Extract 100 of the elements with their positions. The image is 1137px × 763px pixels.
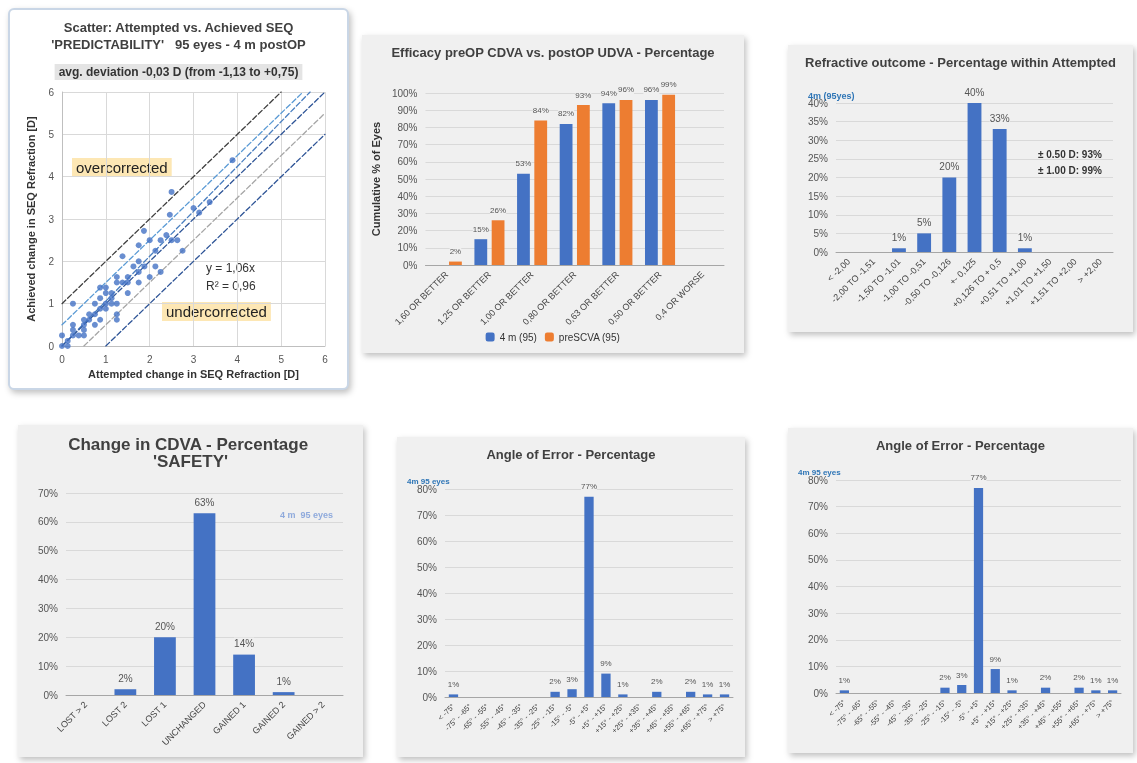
bar — [917, 233, 932, 252]
chart-title: Angle of Error - Percentage — [486, 447, 656, 462]
x-tick-label: 2 — [146, 353, 153, 365]
data-label: 2% — [549, 677, 561, 687]
data-label: 1% — [838, 675, 851, 685]
bar — [154, 637, 176, 695]
bar — [491, 220, 505, 265]
data-label: 20% — [154, 620, 176, 632]
bar — [601, 673, 611, 697]
bar — [719, 694, 730, 697]
data-label: 3% — [566, 674, 578, 684]
annotation: ± 0.50 D: 93% — [1038, 148, 1102, 160]
annotation: overcorrected — [76, 159, 168, 176]
bar — [1017, 248, 1032, 252]
y-tick-label: 6 — [48, 86, 55, 98]
x-tick-label: 3 — [190, 353, 197, 365]
bar — [892, 248, 906, 252]
y-tick-label: 35% — [807, 116, 829, 128]
bar — [1040, 687, 1051, 693]
bar — [618, 694, 628, 697]
y-tick-label: 0% — [403, 259, 418, 271]
bar — [474, 239, 488, 265]
data-label: 1% — [276, 675, 291, 687]
data-label: 1% — [1017, 231, 1033, 243]
data-label: 82% — [558, 109, 575, 119]
y-tick-label: 100% — [391, 87, 418, 99]
y-tick-label: 0% — [813, 687, 829, 699]
legend-label: preSCVA (95) — [558, 331, 620, 343]
bar — [685, 691, 696, 697]
data-label: 1% — [1006, 675, 1018, 685]
data-label: 1% — [1106, 675, 1119, 685]
y-tick-label: 70% — [807, 501, 829, 513]
y-tick-label: 10% — [807, 660, 829, 672]
data-label: 77% — [970, 473, 987, 483]
bar — [534, 120, 548, 265]
bar — [957, 685, 967, 693]
bar — [662, 94, 676, 265]
data-label: 2% — [1073, 673, 1085, 683]
data-label: 1% — [718, 679, 731, 689]
y-tick-label: 40% — [37, 574, 59, 586]
x-axis-title: Attempted change in SEQ Refraction [D] — [88, 368, 300, 381]
data-label: 40% — [964, 86, 985, 98]
y-tick-label: 10% — [416, 665, 438, 677]
data-label: 33% — [989, 112, 1010, 124]
data-label: 2% — [939, 673, 951, 683]
data-label: 1% — [1090, 675, 1102, 685]
y-tick-label: 0% — [422, 691, 438, 703]
text: avg. deviation -0,03 D (from -1,13 to +0,75) — [58, 65, 299, 79]
data-label: 94% — [600, 88, 617, 98]
bar — [967, 103, 982, 252]
chart-subtitle: 'PREDICTABILITY' 95 eyes - 4 m postOP — [51, 37, 307, 52]
text: 4m 95 eyes — [798, 467, 842, 477]
data-label: 2% — [1039, 673, 1052, 683]
y-tick-label: 10% — [37, 660, 59, 672]
bar — [517, 173, 530, 265]
data-label: 14% — [234, 638, 255, 650]
chart-title: Change in CDVA - Percentage 'SAFETY' — [68, 435, 313, 471]
y-tick-label: 60% — [37, 516, 59, 528]
y-tick-label: 0% — [43, 689, 59, 701]
y-tick-label: 30% — [807, 134, 829, 146]
y-tick-label: 40% — [416, 587, 438, 599]
data-label: 3% — [955, 670, 968, 680]
annotation: 4 m 95 eyes — [280, 509, 334, 520]
y-tick-label: 40% — [397, 190, 418, 202]
y-tick-label: 30% — [807, 607, 829, 619]
x-tick-label: 1 — [103, 353, 110, 365]
y-tick-label: 25% — [807, 153, 829, 165]
y-tick-label: 15% — [807, 190, 829, 202]
bar — [1007, 690, 1017, 693]
data-label: 20% — [939, 161, 960, 172]
y-tick-label: 20% — [807, 634, 829, 646]
data-label: 15% — [472, 224, 489, 234]
y-tick-label: 4 — [48, 171, 55, 183]
bar — [652, 691, 662, 697]
y-tick-label: 30% — [397, 207, 418, 219]
data-label: 99% — [660, 80, 677, 90]
y-tick-label: 30% — [416, 613, 438, 625]
data-label: 93% — [575, 90, 592, 100]
x-tick-label: 6 — [322, 353, 329, 365]
bar — [973, 487, 984, 693]
legend-label: 4 m (95) — [499, 331, 537, 343]
data-label: 2% — [449, 247, 462, 257]
chart-title: Refractive outcome - Percentage within Attempted — [805, 55, 1116, 70]
y-axis-title: Achieved change in SEQ Refraction [D] — [24, 115, 37, 322]
y-tick-label: 60% — [397, 156, 418, 168]
y-tick-label: 0% — [813, 246, 829, 258]
y-tick-label: 90% — [397, 104, 418, 116]
data-label: 1% — [617, 679, 629, 689]
y-tick-label: 70% — [37, 487, 59, 499]
y-tick-label: 50% — [397, 173, 418, 185]
data-label: 96% — [618, 85, 635, 95]
data-label: 2% — [650, 677, 663, 687]
bar — [645, 99, 658, 265]
data-label: 9% — [989, 654, 1002, 664]
y-tick-label: 20% — [416, 639, 438, 651]
y-tick-label: 3 — [48, 213, 55, 225]
bar — [1108, 690, 1118, 693]
bar — [193, 513, 216, 695]
chart-title: Angle of Error - Percentage — [875, 438, 1046, 453]
bar — [559, 123, 573, 265]
